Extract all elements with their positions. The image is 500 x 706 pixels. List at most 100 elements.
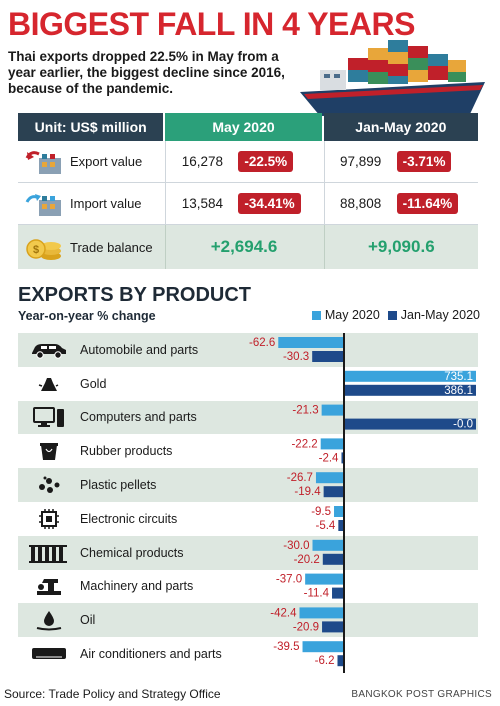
source-note: Source: Trade Policy and Strategy Office bbox=[4, 687, 221, 701]
balance-label: Trade balance bbox=[70, 239, 153, 255]
export-row: Export value 16,278 -22.5% 97,899 -3.71% bbox=[18, 141, 478, 183]
import-may-change: -34.41% bbox=[238, 193, 301, 214]
import-row: Import value 13,584 -34.41% 88,808 -11.6… bbox=[18, 183, 478, 225]
bar-value-label: -6.2 bbox=[315, 655, 335, 667]
rubber-icon bbox=[18, 440, 80, 462]
bar-janmay bbox=[344, 384, 476, 396]
machinery-icon bbox=[18, 575, 80, 597]
cargo-ship-icon bbox=[300, 40, 485, 116]
export-icon bbox=[18, 145, 70, 179]
import-label: Import value bbox=[70, 196, 142, 211]
pellets-icon bbox=[18, 475, 80, 495]
product-label: Computers and parts bbox=[80, 410, 197, 425]
coins-icon: $ bbox=[18, 230, 70, 264]
bar-janmay bbox=[322, 553, 344, 565]
product-row: Chemical products bbox=[18, 535, 478, 570]
product-label: Plastic pellets bbox=[80, 478, 157, 493]
balance-row: $ Trade balance +2,694.6 +9,090.6 bbox=[18, 225, 478, 269]
import-janmay-value: 88,808 bbox=[340, 196, 382, 211]
car-icon bbox=[18, 341, 80, 359]
product-rows: Automobile and parts Gold Computers and pa… bbox=[18, 333, 478, 671]
bar-may bbox=[302, 641, 344, 653]
summary-table: Unit: US$ million May 2020 Jan-May 2020 … bbox=[18, 113, 478, 269]
bar-may bbox=[278, 337, 344, 348]
product-row: Air conditioners and parts bbox=[18, 637, 478, 671]
product-row: Oil bbox=[18, 603, 478, 638]
bar-value-label: -62.6 bbox=[249, 337, 275, 349]
product-label: Rubber products bbox=[80, 444, 173, 459]
product-row: Automobile and parts bbox=[18, 333, 478, 367]
bar-may bbox=[344, 370, 476, 382]
export-may-change: -22.5% bbox=[238, 151, 294, 172]
circuit-icon bbox=[18, 508, 80, 530]
product-label: Chemical products bbox=[80, 545, 184, 560]
bar-value-label: -37.0 bbox=[276, 574, 302, 586]
bar-value-label: -20.9 bbox=[293, 621, 319, 633]
product-label: Oil bbox=[80, 613, 96, 628]
product-label: Electronic circuits bbox=[80, 511, 178, 526]
may-header: May 2020 bbox=[165, 113, 322, 141]
bar-may bbox=[305, 573, 344, 585]
bar-janmay bbox=[337, 655, 344, 667]
bar-value-label: 386.1 bbox=[444, 385, 473, 397]
product-row: Electronic circuits bbox=[18, 502, 478, 536]
bar-value-label: -39.5 bbox=[273, 641, 299, 653]
unit-header: Unit: US$ million bbox=[18, 113, 164, 141]
bar-janmay bbox=[312, 351, 344, 362]
summary-header: Unit: US$ million May 2020 Jan-May 2020 bbox=[18, 113, 478, 141]
product-row: Gold bbox=[18, 367, 478, 401]
product-row: Plastic pellets bbox=[18, 468, 478, 502]
bar-value-label: -22.2 bbox=[291, 438, 317, 450]
export-janmay-value: 97,899 bbox=[340, 154, 382, 169]
bar-may bbox=[315, 472, 344, 484]
legend-janmay: Jan-May 2020 bbox=[387, 308, 480, 322]
zero-axis bbox=[343, 333, 345, 673]
bar-value-label: -30.3 bbox=[283, 351, 309, 363]
bar-janmay bbox=[338, 520, 344, 531]
balance-may: +2,694.6 bbox=[210, 237, 278, 256]
svg-text:$: $ bbox=[33, 244, 39, 256]
bar-may bbox=[334, 506, 344, 517]
intro-text: Thai exports dropped 22.5% in May from a… bbox=[8, 49, 285, 96]
product-row: Rubber products bbox=[18, 434, 478, 468]
export-label: Export value bbox=[70, 154, 143, 169]
bar-may bbox=[299, 607, 344, 619]
legend-may: May 2020 bbox=[311, 308, 380, 322]
bar-value-label: -21.3 bbox=[292, 405, 318, 417]
bar-value-label: -20.2 bbox=[294, 554, 320, 566]
bar-janmay bbox=[322, 621, 344, 633]
bar-janmay bbox=[344, 418, 476, 430]
exports-title: EXPORTS BY PRODUCT bbox=[18, 284, 251, 306]
chart-legend: May 2020 Jan-May 2020 bbox=[304, 308, 480, 322]
bar-value-label: -30.0 bbox=[283, 540, 309, 552]
page-title: BIGGEST FALL IN 4 YEARS bbox=[8, 6, 415, 42]
bar-value-label: -26.7 bbox=[287, 472, 313, 484]
import-icon bbox=[18, 187, 70, 221]
bar-janmay bbox=[341, 452, 344, 464]
bar-janmay bbox=[332, 587, 344, 599]
exports-subtitle: Year-on-year % change bbox=[18, 309, 156, 323]
bar-value-label: -9.5 bbox=[311, 506, 331, 518]
bar-may bbox=[320, 438, 344, 450]
export-may-value: 16,278 bbox=[181, 154, 223, 169]
bar-value-label: -0.0 bbox=[453, 419, 473, 431]
bar-value-label: -19.4 bbox=[294, 486, 321, 498]
computer-icon bbox=[18, 406, 80, 428]
product-row: Machinery and parts bbox=[18, 570, 478, 604]
bar-value-label: -5.4 bbox=[316, 520, 336, 532]
balance-janmay: +9,090.6 bbox=[368, 237, 435, 256]
bar-janmay bbox=[323, 486, 344, 498]
bar-value-label: -2.4 bbox=[319, 452, 339, 464]
export-janmay-change: -3.71% bbox=[396, 151, 452, 172]
bar-value-label: -42.4 bbox=[270, 607, 297, 619]
gold-icon bbox=[18, 375, 80, 393]
chemical-icon bbox=[18, 543, 80, 563]
product-label: Automobile and parts bbox=[80, 342, 199, 357]
product-label: Machinery and parts bbox=[80, 579, 194, 594]
aircon-icon bbox=[18, 645, 80, 663]
oil-icon bbox=[18, 609, 80, 631]
bar-value-label: -11.4 bbox=[304, 588, 330, 600]
bar-may bbox=[321, 404, 344, 416]
product-label: Gold bbox=[80, 376, 107, 391]
import-may-value: 13,584 bbox=[181, 196, 223, 211]
